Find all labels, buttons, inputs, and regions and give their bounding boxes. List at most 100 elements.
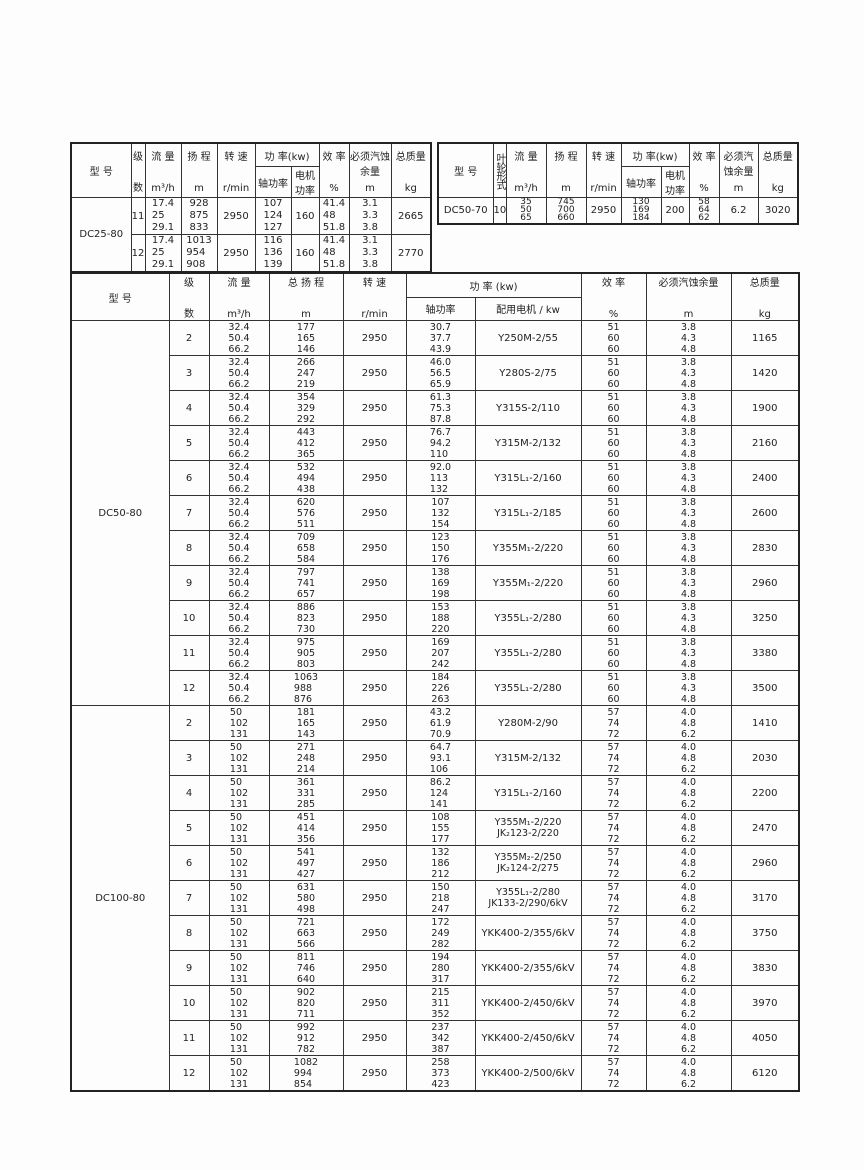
motor-cell: Y315L₁-2/160 [474,460,582,496]
shaft-values: 258 373 423 [431,1057,449,1090]
motor-cell: Y250M-2/55 [474,320,582,356]
npsh-values: 4.0 4.8 6.2 [681,882,696,915]
table-row: DC50-80 2 32.4 50.4 66.2 177 165 146 2950 30.7 37.… [70,320,800,706]
motor-cell: Y315M-2/132 [474,740,582,776]
flow-value: 102 [229,822,249,834]
header-cell: 必须汽蚀余量 m [645,272,732,321]
eff-cell: 51 60 60 [580,495,647,531]
npsh-value: 3.8 [680,461,697,473]
npsh-values: 3.8 4.3 4.8 [681,497,696,530]
head-value: 657 [296,588,316,600]
table-row: 9 32.4 50.4 66.2 797 741 657 2950 138 169 198 Y355M… [71,565,800,601]
npsh-value: 4.8 [680,752,697,764]
shaft-value: 186 [431,857,450,869]
npsh-cell: 4.0 4.8 6.2 [645,1020,732,1056]
shaft-value: 172 [431,916,450,928]
head-values: 354 329 292 [297,392,315,425]
head-value: 803 [296,658,316,670]
eff-value: 74 [607,927,620,939]
speed-cell: 2950 [342,320,407,356]
header-cell-content: 效 率% [320,148,348,194]
head-cell: 745 700 660 [545,197,587,225]
shaft-value: 342 [431,1032,450,1044]
eff-value: 74 [607,752,620,764]
header-label: 总 扬 程 [287,278,325,289]
header-label: 转 速 [591,151,616,163]
shaft-value: 113 [429,472,449,484]
shaft-cell: 61.3 75.3 87.8 [405,390,476,426]
head-values: 709 658 584 [297,532,315,565]
shaft-values: 215 311 352 [431,987,449,1020]
flow-values: 32.4 50.4 66.2 [228,427,249,460]
flow-value: 32.4 [228,321,250,333]
flow-cell: 50 102 131 [208,915,270,951]
stages-cell: 10 [168,600,210,636]
header-label: 流 量 [151,151,175,163]
header-subrow: 轴功率 电机功率 [71,166,431,198]
eff-values: 51 60 60 [607,567,619,600]
weight-cell: 1410 [730,705,800,741]
eff-value: 74 [607,1032,620,1044]
npsh-value: 3.8 [680,636,697,648]
shaft-value: 218 [431,892,450,904]
header-label: 必须汽蚀余量 [350,151,391,178]
head-value: 954 [186,247,206,258]
eff-value: 48 [322,210,336,221]
eff-value: 72 [607,1008,620,1020]
head-value: 741 [296,577,316,589]
flow-cell: 32.4 50.4 66.2 [208,565,270,601]
head-value: 1063 [293,671,319,683]
npsh-value: 4.3 [680,402,697,414]
eff-values: 41.4 48 51.8 [322,199,345,234]
head-value: 902 [296,986,316,998]
eff-cell: 41.4 48 51.8 [318,234,350,273]
flow-value: 32.4 [228,531,250,543]
flow-value: 50.4 [228,332,250,344]
eff-value: 57 [607,811,620,823]
npsh-values: 4.0 4.8 6.2 [681,1022,696,1055]
eff-value: 74 [607,892,620,904]
eff-value: 60 [607,343,620,355]
shaft-values: 123 150 176 [431,532,449,565]
flow-value: 131 [229,868,249,880]
eff-value: 60 [607,623,620,635]
shaft-value: 212 [431,868,450,880]
header-cell-content: 必须汽蚀余量 m [720,148,757,194]
head-value: 912 [296,1032,316,1044]
header-cell-content: 级数 [170,274,208,320]
header-cell: 型 号 [437,142,494,198]
motor-cell: YKK400-2/450/6kV [474,985,582,1021]
header-cell-content: 流 量 m³/h [507,148,545,194]
weight-cell: 3020 [757,197,799,225]
header-cell: 必须汽蚀余量 m [348,142,392,198]
npsh-cell: 4.0 4.8 6.2 [645,880,732,916]
header-cell: 扬 程 m [545,142,587,198]
eff-value: 60 [607,472,620,484]
shaft-value: 37.7 [429,332,452,344]
head-value: 994 [293,1067,313,1079]
header-label: 扬 程 [187,151,211,163]
npsh-value: 3.3 [362,247,378,258]
flow-values: 50 102 131 [230,812,248,845]
speed-cell: 2950 [342,460,407,496]
header-unit: m³/h [514,182,538,194]
shaft-value: 141 [429,798,449,810]
head-value: 992 [296,1021,316,1033]
head-values: 975 905 803 [297,637,315,670]
flow-values: 32.4 50.4 66.2 [228,567,249,600]
head-value: 414 [296,822,316,834]
flow-cell: 32.4 50.4 66.2 [208,355,270,391]
header-cell-content: 总 扬 程 m [270,274,342,320]
eff-cell: 51 60 60 [580,320,647,356]
head-value: 700 [557,205,575,215]
shaft-cell: 184 226 263 [405,670,476,706]
shaft-value: 130 [632,197,650,207]
head-values: 181 165 143 [297,707,315,740]
npsh-value: 4.8 [680,378,697,390]
npsh-cell: 3.8 4.3 4.8 [645,530,732,566]
npsh-value: 4.0 [680,986,697,998]
eff-values: 51 60 60 [607,602,619,635]
